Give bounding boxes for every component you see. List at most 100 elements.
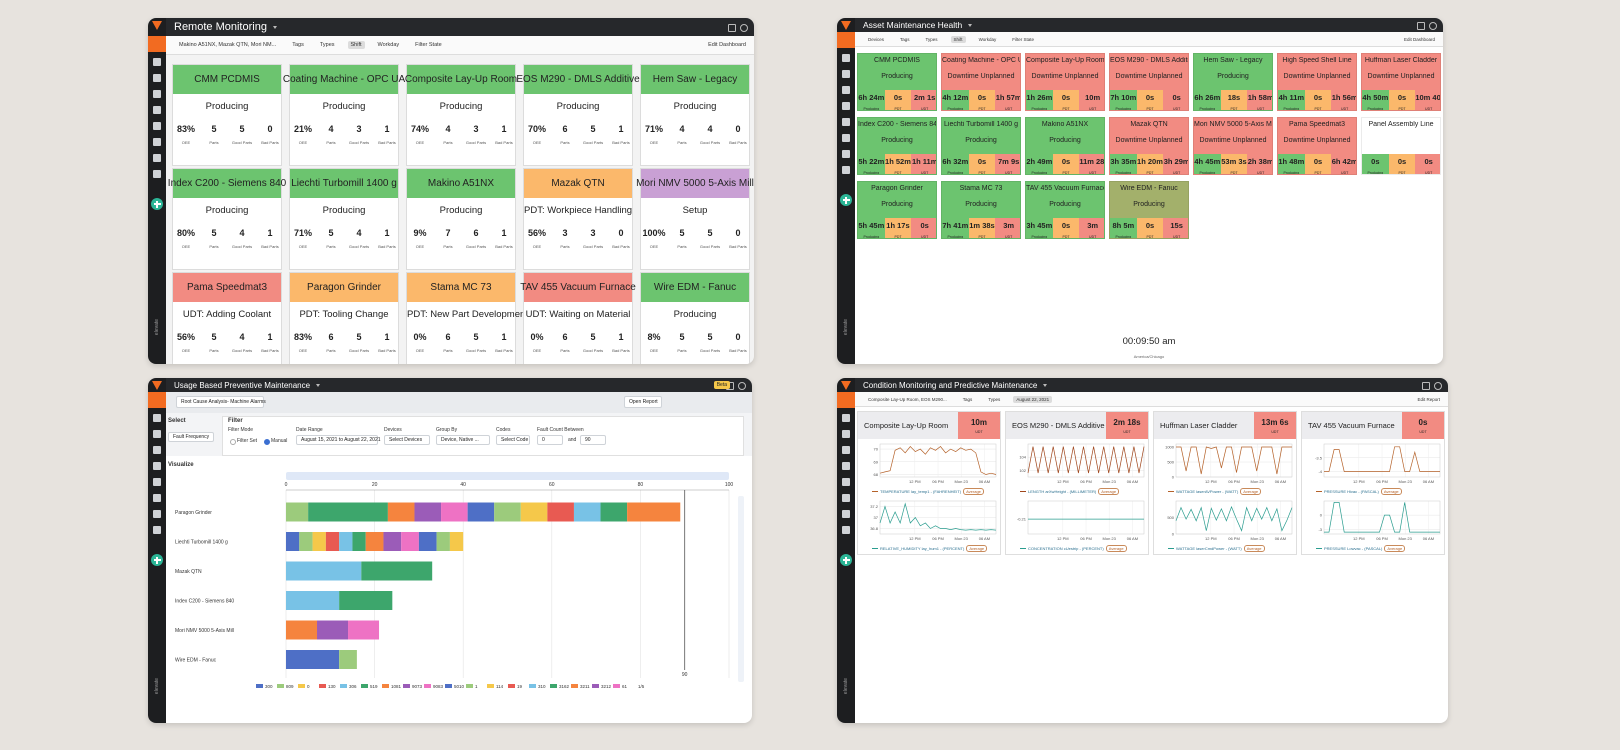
filter: Makino A51NX, Mazak QTN, Mori NM... — [179, 42, 277, 48]
metric: 6 Good Parts — [463, 228, 489, 249]
metric: 6 Parts — [552, 332, 578, 353]
legend-swatch — [466, 684, 473, 688]
time-label: UDT — [921, 171, 929, 175]
metric-value: 71% — [644, 124, 663, 134]
x-tick-label: 06 PM — [1228, 536, 1240, 541]
legend-label: 306 — [349, 684, 357, 689]
count-min: 0 — [537, 435, 563, 445]
legend-label: 5010 — [454, 684, 465, 689]
filter: Types — [319, 42, 335, 48]
device-card: Composite Lay-Up Room 10m UDT 68 69 70 12 PM 06… — [857, 411, 1001, 555]
nav-icon — [842, 526, 850, 534]
sensor-chart: 0 500 1000 12 PM 06 PM Mon 23 06 AM — [1165, 443, 1293, 484]
metric-label: OEE — [181, 348, 191, 353]
nav-home — [837, 32, 855, 48]
add-button — [840, 194, 852, 206]
metric-value: 6 — [562, 332, 568, 342]
metric-label: OEE — [415, 244, 425, 249]
field-value: August 15, 2021 to August 22, 2021 — [296, 435, 381, 445]
radio — [230, 439, 236, 445]
field-label: Devices — [384, 427, 402, 433]
device-tile: Coating Machine - OPC UA Producing 21% OEE 4… — [283, 64, 405, 166]
bar-segment — [365, 532, 384, 551]
metric: 8% OEE — [641, 332, 667, 353]
device-tile: Makino A51NX Producing 9% OEE 7 Parts 6 Good Pa… — [406, 168, 516, 270]
metric-value: 56% — [527, 228, 546, 238]
asset-tile: Coating Machine - OPC UA Downtime Unplann… — [941, 53, 1021, 111]
card-name: EOS M290 - DMLS Additive — [1012, 421, 1105, 430]
time-cell: 7h 10m Producing — [1110, 90, 1137, 110]
settings-icon — [1429, 22, 1437, 30]
time-label: UDT — [921, 107, 929, 111]
nav-icon — [842, 102, 850, 110]
y-tick-label: 37 — [874, 515, 879, 520]
filter: Devices — [868, 36, 885, 42]
x-tick-label: 80 — [638, 482, 644, 488]
nav-icon — [842, 414, 850, 422]
sensor-line — [1324, 446, 1440, 472]
card-header: TAV 455 Vacuum Furnace 0s UDT — [1302, 412, 1444, 439]
metric-value: 1 — [384, 228, 390, 238]
title-bar: Usage Based Preventive Maintenance Beta — [166, 378, 752, 392]
settings-icon — [738, 382, 746, 390]
bar-segment — [299, 532, 313, 551]
category-label: Liechti Turbomill 1400 g — [175, 540, 228, 546]
filter-mode: Filter Set — [237, 438, 258, 444]
bar-segment — [361, 561, 433, 581]
time-cell: 2h 49m Producing — [1026, 154, 1053, 174]
metric: 71% OEE — [290, 228, 316, 249]
tile-header: Paragon Grinder — [290, 273, 398, 302]
time-cell: 0s PDT — [1136, 90, 1164, 110]
bar-segment — [441, 502, 468, 522]
filter: Tags — [292, 42, 304, 48]
y-tick-label: 104 — [1019, 455, 1026, 460]
metric-label: OEE — [415, 348, 425, 353]
tile-status: Producing — [205, 205, 249, 216]
title-bar: Condition Monitoring and Predictive Main… — [855, 378, 1448, 392]
open-report-button[interactable]: Open Report — [624, 396, 662, 408]
toolbar: Devices Tags Types Shift Workday Filter State… — [855, 32, 1443, 47]
time-label: UDT — [921, 235, 929, 239]
metric-label: Parts — [326, 348, 336, 353]
category-label: Mori NMV 5000 5-Axis Mill — [175, 628, 234, 634]
legend-text: LENGTH arXwHeight - (MILLIMETER) — [1028, 489, 1097, 494]
time-label: PDT — [1062, 235, 1070, 239]
metric: 6 Parts — [552, 124, 578, 145]
downtime-value: 13m 6s — [1261, 418, 1289, 427]
bar-segment — [449, 532, 464, 551]
downtime-value: 0s — [1418, 418, 1428, 427]
legend-swatch — [340, 684, 347, 688]
bar-segment — [383, 532, 402, 551]
time-value: 0s — [920, 221, 929, 230]
metric-value: 5 — [356, 332, 362, 342]
metric-value: 1 — [501, 124, 507, 134]
metric: 0 Bad Parts — [725, 124, 751, 145]
metric-value: 21% — [293, 124, 312, 134]
metric-label: OEE — [181, 244, 191, 249]
time-value: 1h 20m — [1137, 157, 1163, 166]
x-tick-label: 06 AM — [979, 479, 990, 484]
v-scroll-track — [738, 496, 744, 682]
tile-name: Pama Speedmat3 — [1288, 121, 1346, 128]
toolbar: Makino A51NX, Mazak QTN, Mori NM... Tags T… — [166, 36, 754, 55]
tile-status: Producing — [1217, 73, 1249, 80]
sensor-chart: 68 69 70 12 PM 06 PM Mon 23 06 AM — [874, 443, 997, 484]
metric-label: Bad Parts — [495, 140, 513, 145]
bar-segment — [627, 502, 681, 522]
metric-value: 0 — [735, 228, 741, 238]
tile-header: Index C200 - Siemens 840 — [168, 169, 286, 198]
time-cell: 2m 1s UDT — [911, 90, 936, 111]
average-pill: Average — [1243, 545, 1265, 552]
time-cell: 3h 45m Producing — [1026, 218, 1053, 238]
asset-tile: TAV 455 Vacuum Furnace Producing 3h 45m Pro… — [1025, 181, 1105, 239]
logo — [841, 21, 851, 30]
category-label: Index C200 - Siemens 840 — [175, 599, 234, 605]
tile-status: Downtime Unplanned — [1283, 73, 1351, 80]
clock: 00:09:50 am — [1122, 336, 1176, 347]
tile-status: PDT: Tooling Change — [299, 309, 389, 320]
metric: 3 Good Parts — [463, 124, 489, 145]
x-tick-label: 06 AM — [1127, 479, 1138, 484]
downtime-badge: 0s UDT — [1402, 412, 1444, 439]
metric-label: Bad Parts — [612, 140, 630, 145]
